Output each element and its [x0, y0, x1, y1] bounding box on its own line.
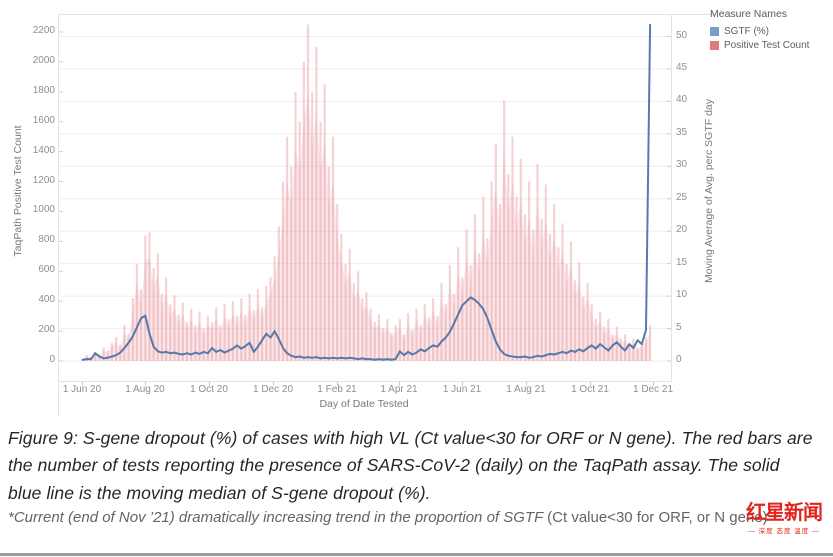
legend-item: Positive Test Count [710, 38, 809, 52]
left-axis-tick-label: 200 [38, 324, 55, 335]
x-axis-tick-mark [462, 381, 463, 386]
legend-item-label: SGTF (%) [724, 25, 769, 37]
right-axis-tick-label: 50 [676, 30, 688, 41]
right-axis-tick-label: 15 [676, 257, 688, 268]
right-axis-tick-label: 25 [676, 192, 688, 203]
right-axis-title: Moving Average of Avg. perc SGTF day [703, 98, 715, 284]
x-axis-tick-label: 1 Oct 21 [571, 384, 609, 395]
x-axis-title: Day of Date Tested [319, 398, 409, 410]
right-axis-tick-label: 30 [676, 159, 688, 170]
right-axis-tick-label: 40 [676, 94, 688, 105]
legend-items: SGTF (%) Positive Test Count [710, 24, 809, 52]
right-axis-tick-label: 20 [676, 224, 688, 235]
x-axis-tick-mark [82, 381, 83, 386]
chart-plot [59, 23, 671, 362]
right-axis-tick-label: 5 [676, 322, 682, 333]
left-axis-title: TaqPath Positive Test Count [12, 125, 24, 257]
left-axis-tick-label: 400 [38, 294, 55, 305]
left-axis-tick-label: 800 [38, 234, 55, 245]
legend: Measure Names SGTF (%) Positive Test Coun… [710, 8, 809, 52]
x-axis-tick-label: 1 Apr 21 [380, 384, 418, 395]
x-axis-tick-mark [145, 381, 146, 386]
x-axis-tick-label: 1 Oct 20 [190, 384, 228, 395]
x-axis-tick-mark [209, 381, 210, 386]
x-axis-tick-mark [653, 381, 654, 386]
x-axis-tick-mark [399, 381, 400, 386]
figure-caption: Figure 9: S-gene dropout (%) of cases wi… [8, 428, 813, 503]
right-axis-tick-label: 35 [676, 127, 688, 138]
logo-wordmark: 红星新闻 [746, 500, 823, 524]
plot-area [58, 14, 672, 382]
x-axis-tick-mark [526, 381, 527, 386]
x-axis-tick-label: 1 Aug 20 [125, 384, 165, 395]
right-axis-tick-label: 45 [676, 62, 688, 73]
left-axis-tick-label: 1400 [32, 145, 55, 156]
legend-swatch [710, 40, 719, 50]
left-axis-tick-label: 1200 [32, 175, 55, 186]
left-axis-tick-label: 600 [38, 264, 55, 275]
panel-border-extension [670, 14, 716, 15]
red-star-news-logo: 红星新闻 — 深度 态度 温度 — [737, 501, 831, 535]
x-axis-tick-label: 1 Jun 21 [442, 384, 482, 395]
x-axis-tick-label: 1 Dec 21 [632, 384, 674, 395]
x-axis-tick-label: 1 Feb 21 [317, 384, 357, 395]
legend-title: Measure Names [710, 8, 788, 20]
x-axis-tick-label: 1 Dec 20 [252, 384, 294, 395]
x-axis-tick-mark [273, 381, 274, 386]
left-axis-tick-label: 2200 [32, 25, 55, 36]
left-axis-tick-label: 1600 [32, 115, 55, 126]
right-axis-tick-label: 10 [676, 289, 688, 300]
logo-tagline: — 深度 态度 温度 — [748, 528, 820, 535]
legend-item-label: Positive Test Count [724, 39, 810, 51]
x-axis-tick-mark [337, 381, 338, 386]
x-axis-tick-mark [590, 381, 591, 386]
footnote-ct-clause: (Ct value<30 for ORF, or N gene) [547, 509, 768, 526]
left-axis-tick-label: 2000 [32, 55, 55, 66]
left-axis-tick-label: 1000 [32, 204, 55, 215]
left-axis-tick-label: 1800 [32, 85, 55, 96]
right-axis-tick-label: 0 [676, 354, 682, 365]
footnote-text: *Current (end of Nov ’21) dramatically i… [8, 509, 548, 526]
figure-footnote: *Current (end of Nov ’21) dramatically i… [8, 505, 800, 531]
legend-swatch [710, 26, 719, 36]
x-axis-tick-label: 1 Aug 21 [506, 384, 546, 395]
legend-item: SGTF (%) [710, 24, 809, 38]
left-axis-tick-label: 0 [49, 354, 55, 365]
x-axis-tick-label: 1 Jun 20 [62, 384, 102, 395]
bottom-divider [0, 553, 833, 556]
panel-border-extension [58, 380, 59, 416]
